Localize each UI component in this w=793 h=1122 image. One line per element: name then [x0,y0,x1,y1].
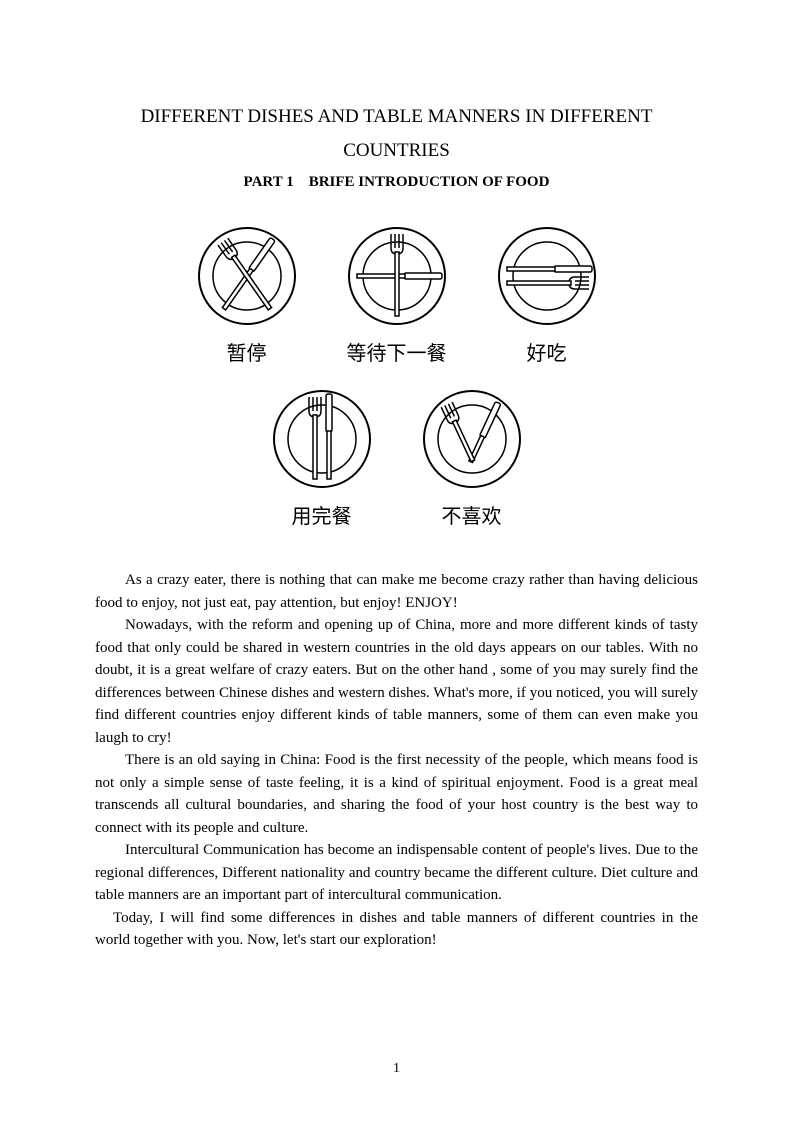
plate-row-1: 暂停 [187,221,607,366]
plate-diagram-container: 暂停 [95,221,698,529]
plate-finished-icon [262,384,382,494]
document-title: DIFFERENT DISHES AND TABLE MANNERS IN DI… [95,100,698,168]
plate-row-2: 用完餐 [262,384,532,529]
title-line-1: DIFFERENT DISHES AND TABLE MANNERS IN DI… [95,100,698,134]
plate-next-course: 等待下一餐 [337,221,457,366]
document-subtitle: PART 1 BRIFE INTRODUCTION OF FOOD [95,174,698,191]
page-number: 1 [0,1061,793,1077]
paragraph-2: Nowadays, with the reform and opening up… [95,614,698,749]
title-line-2: COUNTRIES [95,134,698,168]
plate-dislike-label: 不喜欢 [442,500,502,529]
paragraph-1: As a crazy eater, there is nothing that … [95,569,698,614]
plate-pause-icon [187,221,307,331]
plate-delicious-icon [487,221,607,331]
body-text: As a crazy eater, there is nothing that … [95,569,698,952]
plate-finished: 用完餐 [262,384,382,529]
plate-finished-label: 用完餐 [292,500,352,529]
plate-delicious: 好吃 [487,221,607,366]
plate-dislike: 不喜欢 [412,384,532,529]
plate-next-course-label: 等待下一餐 [347,337,447,366]
paragraph-4: Intercultural Communication has become a… [95,839,698,907]
paragraph-3: There is an old saying in China: Food is… [95,749,698,839]
plate-delicious-label: 好吃 [527,337,567,366]
plate-next-course-icon [337,221,457,331]
paragraph-5: Today, I will find some differences in d… [95,907,698,952]
plate-dislike-icon [412,384,532,494]
plate-pause-label: 暂停 [227,337,267,366]
plate-pause: 暂停 [187,221,307,366]
